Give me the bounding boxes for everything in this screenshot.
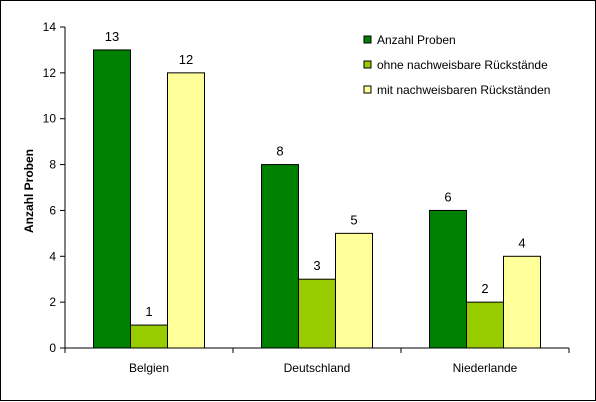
bar-value-label: 13	[105, 29, 119, 44]
legend-swatch	[363, 35, 372, 44]
bar	[429, 209, 467, 349]
bar-value-label: 12	[179, 52, 193, 67]
x-category-label: Deutschland	[284, 361, 351, 375]
y-tick-label: 8	[49, 158, 56, 172]
y-axis-label: Anzahl Proben	[22, 149, 36, 233]
x-category-label: Niederlande	[453, 361, 518, 375]
bar-value-label: 2	[481, 281, 488, 296]
legend-swatch	[363, 60, 372, 69]
legend-entry-label: mit nachweisbaren Rückständen	[377, 83, 550, 97]
legend-entry-label: Anzahl Proben	[377, 33, 456, 47]
x-axis: Belgien Deutschland Niederlande	[64, 347, 570, 375]
bar	[503, 255, 541, 349]
y-tick-label: 6	[49, 203, 56, 217]
y-tick-label: 14	[43, 20, 57, 34]
legend-swatch	[363, 85, 372, 94]
y-tick-label: 4	[49, 249, 56, 263]
bars	[93, 49, 541, 349]
data-labels: 13 1 12 8 3 5 6 2 4	[105, 29, 526, 319]
y-axis: 0 2 4 6 8 10 12 14	[43, 20, 66, 355]
y-tick-label: 10	[43, 112, 57, 126]
bar-value-label: 4	[518, 235, 525, 250]
y-tick-label: 0	[49, 341, 56, 355]
bar	[130, 324, 168, 349]
bar-value-label: 8	[276, 144, 283, 159]
legend-entry-label: ohne nachweisbare Rückstände	[377, 58, 548, 72]
bar-value-label: 3	[313, 258, 320, 273]
bar	[466, 301, 504, 349]
bar	[93, 49, 131, 349]
bar	[167, 72, 205, 349]
bar-value-label: 5	[350, 212, 357, 227]
bar	[261, 164, 299, 349]
y-tick-label: 12	[43, 66, 57, 80]
y-tick-label: 2	[49, 295, 56, 309]
bar-value-label: 6	[444, 189, 451, 204]
x-category-label: Belgien	[129, 361, 169, 375]
bar	[298, 278, 336, 349]
bar	[335, 232, 373, 349]
bar-value-label: 1	[145, 304, 152, 319]
legend: Anzahl Proben ohne nachweisbare Rückständ…	[363, 33, 550, 97]
